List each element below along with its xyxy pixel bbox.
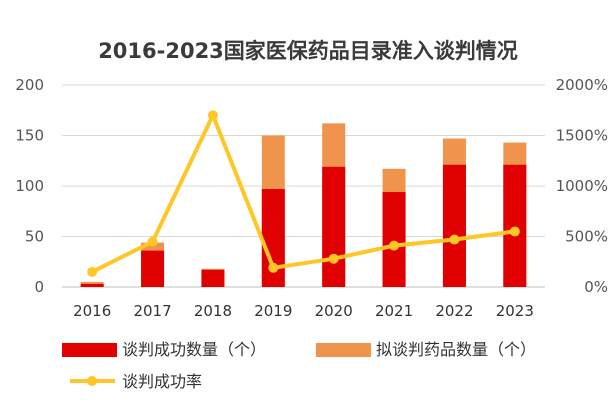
x-axis-ticks: 2016 2017 2018 2019 2020 2021 2022 2023	[73, 302, 534, 320]
x-tick-label: 2022	[435, 302, 473, 320]
right-tick-label: 500%	[565, 228, 608, 246]
left-tick-label: 150	[15, 127, 44, 145]
bar-success	[382, 192, 406, 287]
success-rate-point	[147, 236, 158, 247]
bar-success	[261, 189, 285, 287]
right-tick-label: 2000%	[556, 76, 608, 94]
bar-success	[503, 164, 527, 287]
x-tick-label: 2018	[194, 302, 232, 320]
left-axis-ticks: 0 50 100 150 200	[15, 76, 44, 296]
bar-success	[80, 283, 104, 287]
success-rate-point	[389, 240, 400, 251]
grid-lines	[62, 84, 545, 288]
chart-title: 2016-2023国家医保药品目录准入谈判情况	[98, 39, 518, 63]
legend-swatch-rate-point	[87, 376, 97, 386]
legend-swatch-planned	[316, 343, 371, 357]
x-tick-label: 2016	[73, 302, 111, 320]
x-tick-label: 2019	[254, 302, 292, 320]
right-axis-ticks: 0% 500% 1000% 1500% 2000%	[556, 76, 608, 296]
success-rate-point	[268, 262, 279, 273]
legend-swatch-success	[62, 343, 117, 357]
success-rate-point	[449, 234, 460, 245]
x-tick-label: 2020	[315, 302, 353, 320]
success-rate-point	[207, 110, 218, 121]
bar-success	[201, 269, 225, 287]
x-tick-label: 2017	[133, 302, 171, 320]
success-rate-point	[509, 226, 520, 237]
success-rate-polyline	[91, 113, 516, 274]
legend-label-planned: 拟谈判药品数量（个）	[376, 340, 536, 359]
bar-success	[442, 164, 466, 287]
x-tick-label: 2021	[375, 302, 413, 320]
right-tick-label: 1500%	[556, 127, 608, 145]
right-tick-label: 0%	[584, 278, 608, 296]
legend: 谈判成功数量（个） 拟谈判药品数量（个） 谈判成功率	[62, 340, 536, 391]
legend-label-success: 谈判成功数量（个）	[122, 340, 266, 359]
success-rate-point	[87, 266, 98, 277]
right-tick-label: 1000%	[556, 177, 608, 195]
success-rate-line	[87, 110, 520, 277]
left-tick-label: 0	[34, 278, 44, 296]
left-tick-label: 50	[25, 228, 44, 246]
bar-success	[141, 250, 165, 287]
bar-success	[322, 166, 346, 287]
x-tick-label: 2023	[496, 302, 534, 320]
left-tick-label: 200	[15, 76, 44, 94]
legend-label-rate: 谈判成功率	[122, 372, 202, 391]
left-tick-label: 100	[15, 177, 44, 195]
success-rate-point	[328, 253, 339, 264]
